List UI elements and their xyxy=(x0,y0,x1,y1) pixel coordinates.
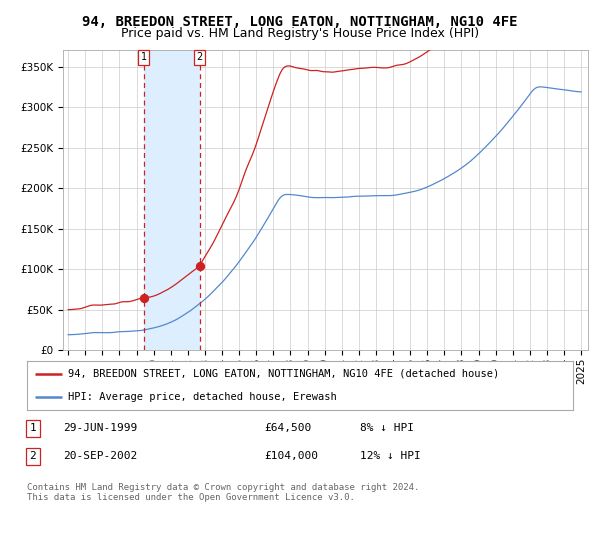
Text: 94, BREEDON STREET, LONG EATON, NOTTINGHAM, NG10 4FE: 94, BREEDON STREET, LONG EATON, NOTTINGH… xyxy=(82,15,518,29)
Text: 20-SEP-2002: 20-SEP-2002 xyxy=(63,451,137,461)
Text: £104,000: £104,000 xyxy=(264,451,318,461)
Text: 1: 1 xyxy=(140,53,146,63)
Point xyxy=(140,293,149,302)
Text: 12% ↓ HPI: 12% ↓ HPI xyxy=(360,451,421,461)
Text: 2: 2 xyxy=(196,53,202,63)
Text: 2: 2 xyxy=(29,451,37,461)
Text: HPI: Average price, detached house, Erewash: HPI: Average price, detached house, Erew… xyxy=(68,391,337,402)
Point xyxy=(195,262,205,270)
Text: Contains HM Land Registry data © Crown copyright and database right 2024.
This d: Contains HM Land Registry data © Crown c… xyxy=(27,483,419,502)
Text: Price paid vs. HM Land Registry's House Price Index (HPI): Price paid vs. HM Land Registry's House … xyxy=(121,27,479,40)
Text: 29-JUN-1999: 29-JUN-1999 xyxy=(63,423,137,433)
Text: £64,500: £64,500 xyxy=(264,423,311,433)
Bar xyxy=(145,50,200,350)
Text: 8% ↓ HPI: 8% ↓ HPI xyxy=(360,423,414,433)
Text: 94, BREEDON STREET, LONG EATON, NOTTINGHAM, NG10 4FE (detached house): 94, BREEDON STREET, LONG EATON, NOTTINGH… xyxy=(68,369,499,379)
Text: 1: 1 xyxy=(29,423,37,433)
